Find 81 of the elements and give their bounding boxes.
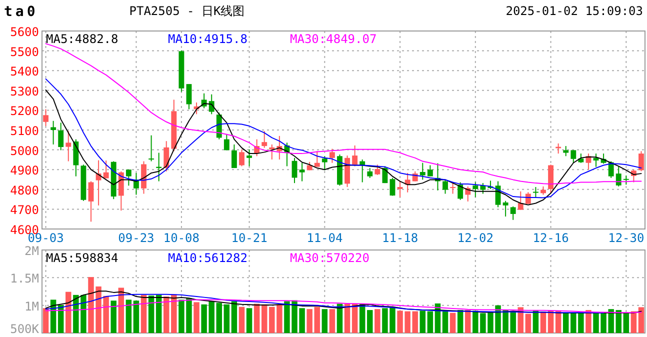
- candlestick: [148, 134, 154, 162]
- candlestick: [322, 156, 328, 171]
- candlestick: [186, 84, 192, 110]
- candlestick: [292, 157, 298, 184]
- candlestick: [532, 186, 538, 198]
- x-tick-label: 11-04: [306, 231, 343, 245]
- candlestick: [299, 162, 305, 182]
- x-tick-label: 12-16: [532, 231, 569, 245]
- candlestick: [480, 182, 486, 194]
- y-tick-label: 1.5M: [10, 272, 39, 286]
- candlestick: [50, 120, 56, 145]
- candlestick: [126, 169, 132, 186]
- y-tick-label: 2M: [24, 244, 39, 258]
- text: MA10:4915.8: [168, 32, 248, 46]
- candlestick: [563, 146, 569, 157]
- text: MA30:570220: [290, 251, 370, 265]
- candlestick: [427, 164, 433, 177]
- candlestick: [420, 162, 426, 180]
- candlestick: [382, 166, 388, 184]
- y-tick-label: 5400: [10, 64, 39, 79]
- x-tick-label: 12-30: [608, 231, 644, 245]
- candlestick: [518, 190, 524, 210]
- candlestick: [231, 144, 237, 169]
- candlestick: [442, 179, 448, 194]
- x-tick-label: 11-18: [382, 231, 418, 245]
- candlestick: [525, 192, 531, 204]
- y-tick-label: 5200: [10, 104, 39, 118]
- candlestick: [608, 160, 614, 178]
- text: MA30:4849.07: [290, 32, 377, 46]
- candlestick: [578, 153, 584, 164]
- candlestick: [262, 130, 268, 148]
- y-tick-label: 500K: [10, 322, 40, 336]
- x-tick-label: 12-02: [457, 231, 494, 245]
- candlestick: [246, 148, 252, 167]
- text: ta0: [4, 4, 38, 20]
- candlestick: [208, 94, 214, 115]
- candlestick: [623, 175, 629, 186]
- y-tick-label: 5600: [10, 25, 39, 39]
- candlestick: [638, 150, 644, 172]
- candlestick: [367, 168, 373, 178]
- candlestick: [390, 177, 396, 196]
- candlestick: [374, 164, 380, 176]
- candlestick: [352, 144, 358, 167]
- text: MA5:4882.8: [46, 32, 118, 46]
- candlestick: [118, 170, 124, 212]
- candlestick: [164, 140, 170, 172]
- candlestick: [570, 150, 576, 164]
- candlestick: [58, 122, 64, 151]
- candlestick: [73, 138, 79, 177]
- text: MA5:598834: [46, 251, 118, 265]
- x-tick-label: 10-08: [163, 231, 200, 245]
- y-tick-label: 1M: [24, 299, 39, 314]
- y-tick-label: 5000: [10, 144, 39, 158]
- candlestick: [472, 182, 478, 198]
- candlestick: [66, 130, 72, 162]
- candlestick: [450, 182, 456, 194]
- y-tick-label: 4700: [10, 203, 39, 218]
- chart-title: PTA2505 - 日K线图: [129, 4, 245, 18]
- candlestick: [329, 148, 335, 164]
- y-tick-label: 4900: [10, 164, 39, 178]
- candlestick: [88, 180, 94, 222]
- candlestick: [103, 160, 109, 179]
- candlestick: [314, 150, 320, 168]
- y-tick-label: 4800: [10, 183, 39, 198]
- x-tick-label: 09-23: [118, 231, 154, 245]
- candlestick: [458, 182, 464, 200]
- y-tick-label: 5500: [10, 44, 39, 59]
- candlestick: [269, 144, 275, 160]
- candlestick: [224, 134, 230, 151]
- candlestick: [616, 166, 622, 187]
- candlestick: [548, 164, 554, 194]
- candlestick: [510, 206, 516, 220]
- candlestick: [239, 148, 244, 167]
- candlestick: [397, 180, 403, 198]
- candlestick: [43, 108, 48, 127]
- text: MA10:561282: [168, 251, 248, 265]
- y-tick-label: 5300: [10, 84, 39, 98]
- chart-subtitle: 2025-01-02 15:09:03: [506, 4, 643, 18]
- y-tick-label: 5100: [10, 124, 39, 138]
- x-tick-label: 10-21: [231, 231, 268, 245]
- candlestick: [502, 200, 508, 218]
